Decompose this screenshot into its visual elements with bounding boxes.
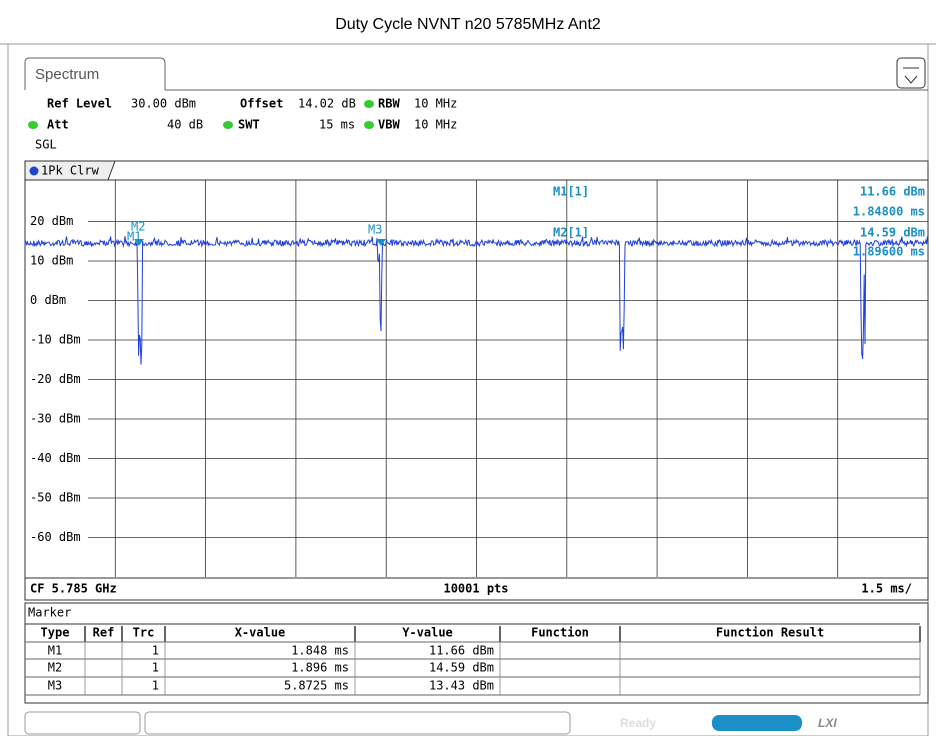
tab-label[interactable]: Spectrum	[35, 66, 99, 83]
y-label: -30 dBm	[30, 412, 81, 426]
menu-icon[interactable]	[896, 57, 926, 89]
table-cell: 14.59 dBm	[429, 661, 494, 675]
marker-title: Marker	[28, 606, 71, 620]
footer-span: 1.5 ms/	[861, 582, 912, 596]
title: Duty Cycle NVNT n20 5785MHz Ant2	[335, 16, 601, 33]
readout-m2-x: 1.89600 ms	[853, 245, 925, 259]
mode: SGL	[35, 138, 57, 152]
table-cell: M2	[48, 661, 62, 675]
vbw-label: VBW	[378, 118, 400, 132]
readout-m1-x: 1.84800 ms	[853, 205, 925, 219]
readout-m2-y: 14.59 dBm	[860, 226, 925, 240]
footer-pts: 10001 pts	[443, 582, 508, 596]
vbw: 10 MHz	[414, 118, 457, 132]
table-header: Function Result	[716, 626, 824, 640]
ref-level-label: Ref Level	[47, 97, 112, 111]
trace-dot	[29, 166, 39, 176]
marker-label: M2	[131, 220, 145, 234]
trace	[24, 235, 928, 365]
status-box[interactable]	[24, 711, 141, 735]
y-label: 10 dBm	[30, 254, 73, 268]
table-cell: 1.848 ms	[291, 644, 349, 658]
table-header: Type	[41, 626, 70, 640]
table-header: Y-value	[402, 626, 453, 640]
table-cell: 11.66 dBm	[429, 644, 494, 658]
att: 40 dB	[167, 118, 203, 132]
marker-label: M3	[368, 223, 382, 237]
tab[interactable]	[24, 57, 166, 90]
table-header: Trc	[133, 626, 155, 640]
swt-label: SWT	[238, 118, 260, 132]
rbw: 10 MHz	[414, 97, 457, 111]
status-dot	[364, 121, 374, 129]
swt: 15 ms	[319, 118, 355, 132]
y-label: -50 dBm	[30, 491, 81, 505]
status-dot	[364, 100, 374, 108]
status-box[interactable]	[144, 711, 571, 735]
table-cell: 1	[152, 661, 159, 675]
table-cell: 1.896 ms	[291, 661, 349, 675]
table-cell: 13.43 dBm	[429, 679, 494, 693]
trace-label: 1Pk Clrw	[41, 164, 100, 178]
y-label: -20 dBm	[30, 372, 81, 386]
marker-panel	[24, 602, 929, 704]
y-label: 0 dBm	[30, 293, 66, 307]
y-label: -40 dBm	[30, 451, 81, 465]
table-cell: 5.8725 ms	[284, 679, 349, 693]
rbw-label: RBW	[378, 97, 400, 111]
readout-m1: M1[1]	[553, 185, 589, 199]
att-label: Att	[47, 118, 69, 132]
table-cell: M1	[48, 644, 62, 658]
table-cell: M3	[48, 679, 62, 693]
table-header: Function	[531, 626, 589, 640]
table-header: X-value	[235, 626, 286, 640]
status-dot	[28, 121, 38, 129]
readout-m2: M2[1]	[553, 226, 589, 240]
status-ready: Ready	[620, 716, 656, 730]
offset-label: Offset	[240, 97, 283, 111]
y-label: -10 dBm	[30, 333, 81, 347]
table-cell: 1	[152, 679, 159, 693]
readout-m1-y: 11.66 dBm	[860, 185, 925, 199]
menu-icon-glyph	[903, 67, 919, 84]
table-header: Ref	[93, 626, 115, 640]
progress	[712, 715, 802, 731]
trace-tab	[24, 160, 116, 181]
ref-level: 30.00 dBm	[131, 97, 196, 111]
status-dot	[223, 121, 233, 129]
table-cell: 1	[152, 644, 159, 658]
status-lxi: LXI	[818, 716, 837, 730]
y-label: 20 dBm	[30, 214, 73, 228]
y-label: -60 dBm	[30, 530, 81, 544]
footer-cf: CF 5.785 GHz	[30, 582, 117, 596]
offset: 14.02 dB	[298, 97, 356, 111]
